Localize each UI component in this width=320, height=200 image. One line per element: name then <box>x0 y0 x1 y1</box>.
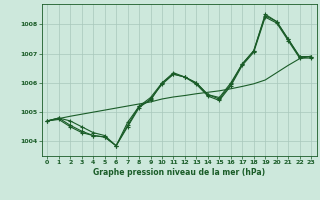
X-axis label: Graphe pression niveau de la mer (hPa): Graphe pression niveau de la mer (hPa) <box>93 168 265 177</box>
